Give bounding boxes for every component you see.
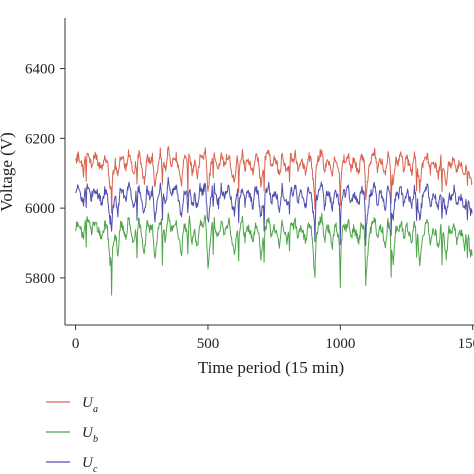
series-lines <box>75 145 473 296</box>
plot-frame <box>64 18 474 326</box>
y-axis-title: Voltage (V) <box>0 132 16 211</box>
x-axis-title: Time period (15 min) <box>198 358 344 377</box>
legend-label-b: U <box>82 425 94 441</box>
series-line-c <box>75 176 473 246</box>
x-tick-label: 0 <box>72 336 80 352</box>
x-axis-ticks: 0 500 1000 1500 <box>72 325 474 352</box>
series-line-a <box>75 145 473 214</box>
legend-subscript-c: c <box>93 464 98 474</box>
legend-label-a: U <box>82 395 94 411</box>
y-tick-label: 5800 <box>25 271 55 287</box>
y-axis-ticks: 5800 6000 6200 6400 <box>25 62 65 287</box>
x-tick-label: 1000 <box>325 336 355 352</box>
legend-subscript-b: b <box>93 434 98 445</box>
series-line-b <box>75 212 473 296</box>
y-tick-label: 6200 <box>25 131 55 147</box>
legend-subscript-a: a <box>93 404 98 415</box>
x-tick-label: 500 <box>197 336 220 352</box>
legend-label-c: U <box>82 455 94 471</box>
y-tick-label: 6400 <box>25 62 55 78</box>
y-tick-label: 6000 <box>25 201 55 217</box>
x-tick-label: 1500 <box>458 336 474 352</box>
